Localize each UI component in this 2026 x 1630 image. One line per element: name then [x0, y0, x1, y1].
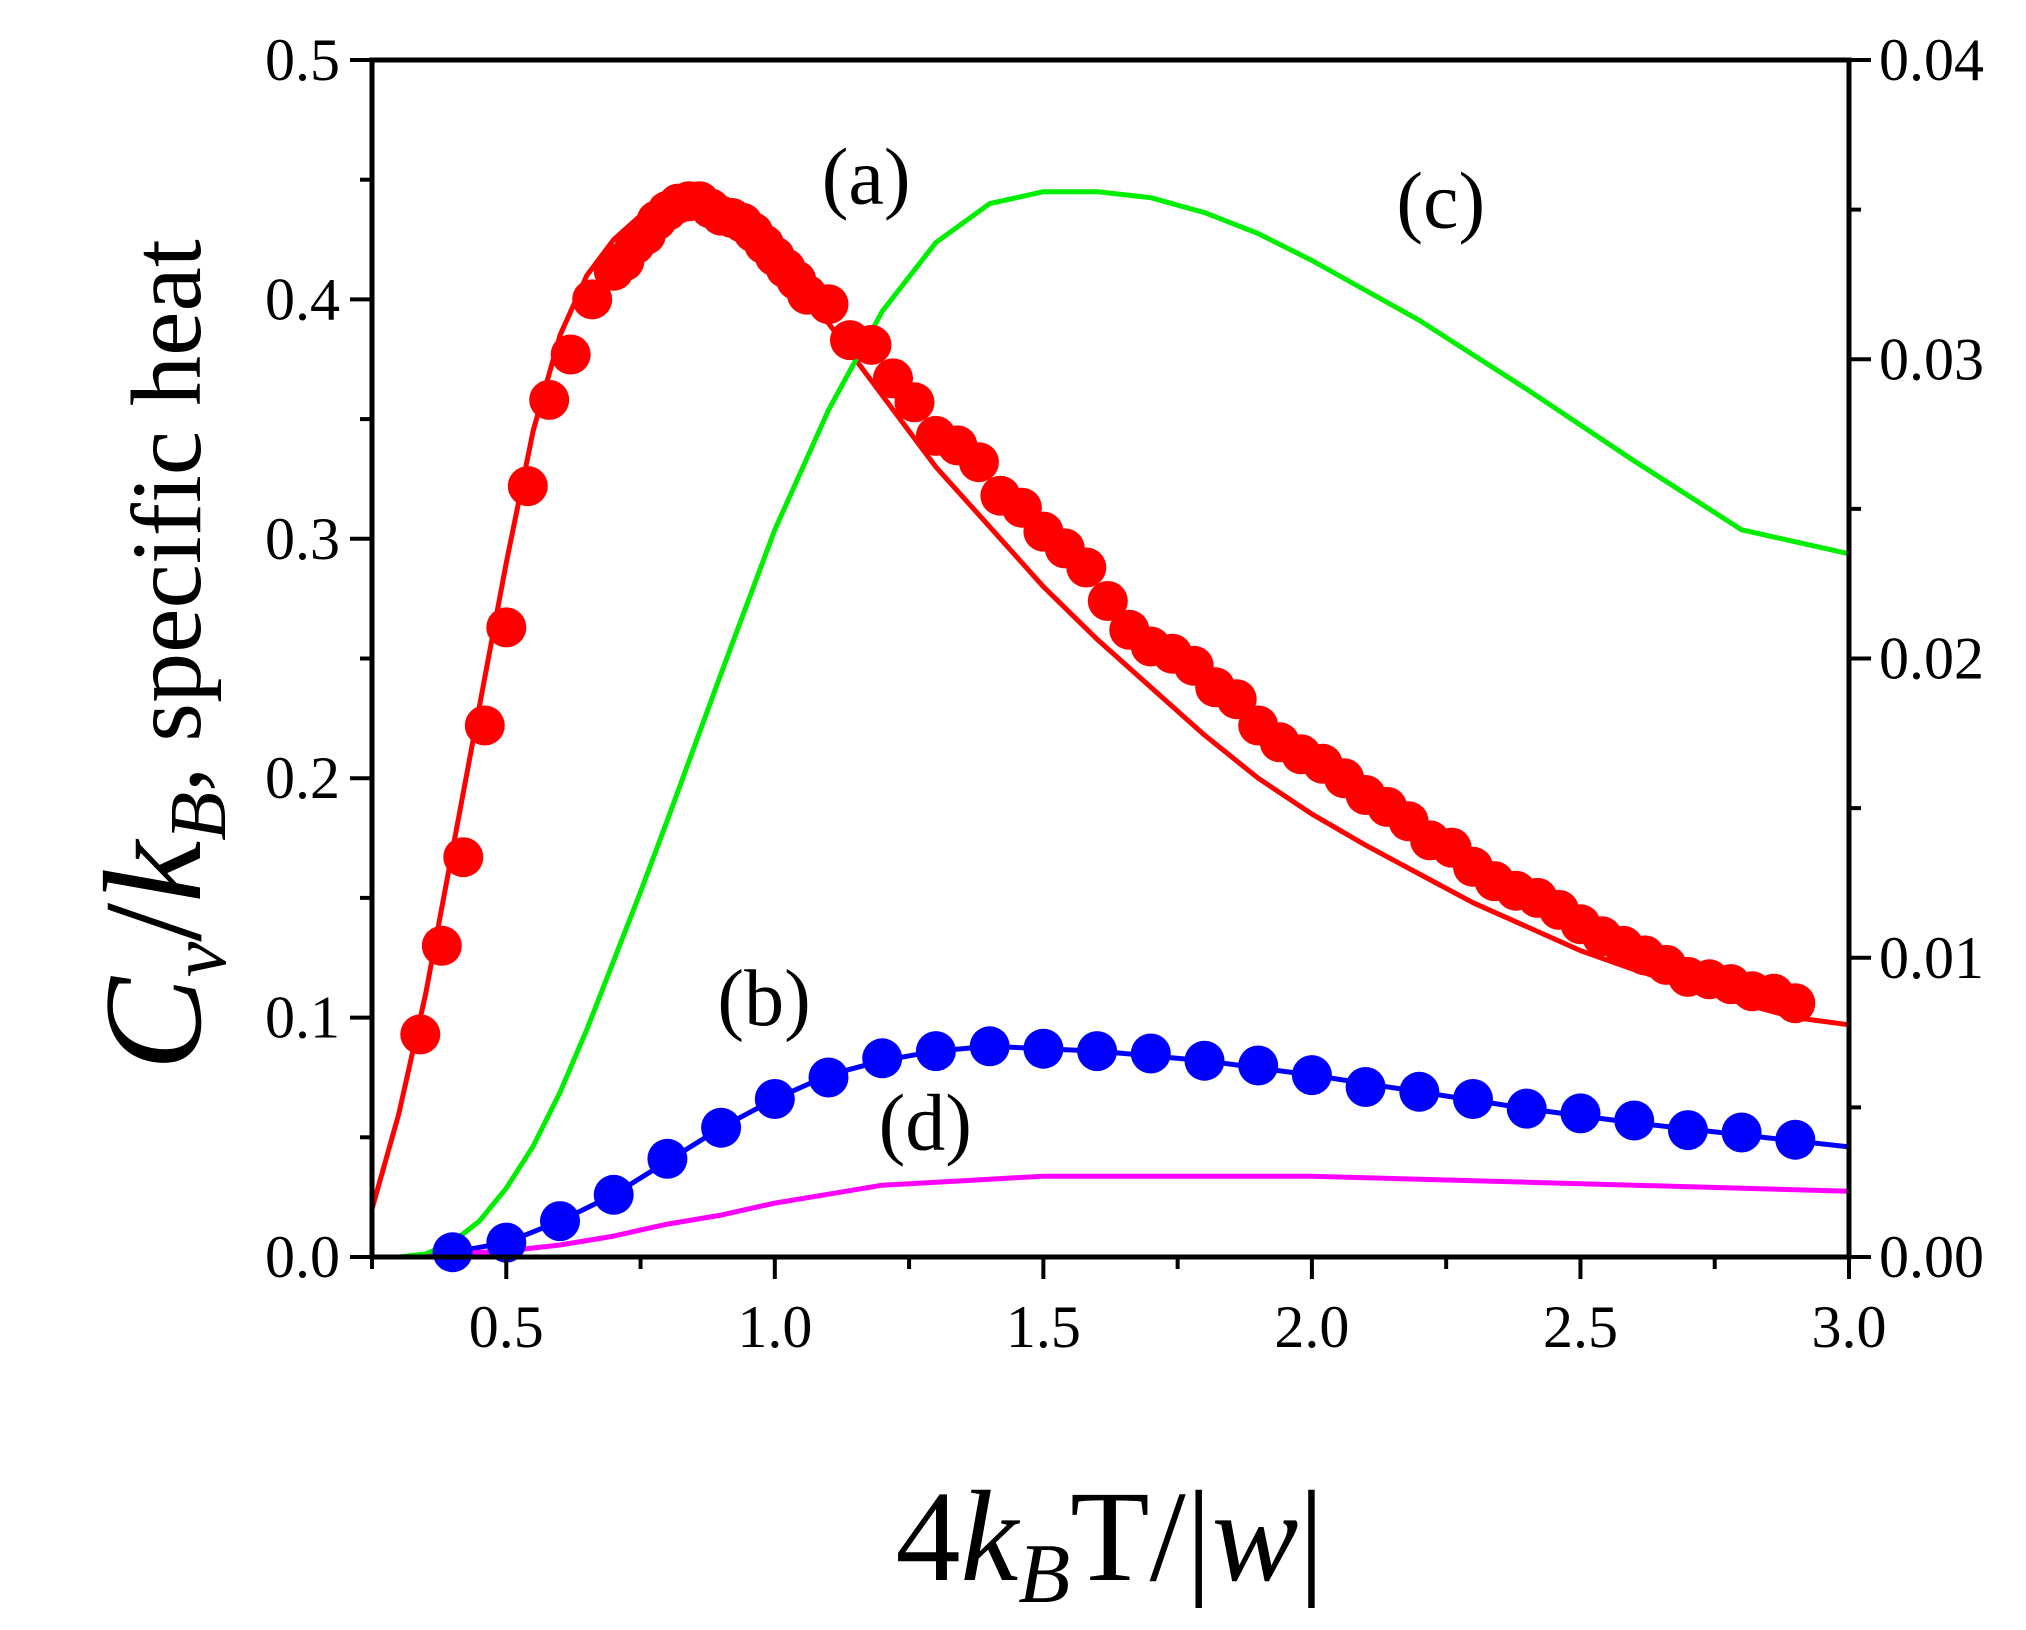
data-point-apoints: [421, 925, 462, 966]
data-point-apoints: [486, 607, 527, 648]
x-title-k: k: [961, 1465, 1021, 1609]
data-point-apoints: [894, 382, 935, 423]
data-point-apoints: [1066, 547, 1107, 588]
data-point-bpoints: [969, 1026, 1010, 1067]
x-tick-label: 1.5: [1006, 1294, 1081, 1360]
data-point-apoints: [400, 1014, 441, 1055]
x-title-prefix: 4: [896, 1465, 961, 1609]
y-right-tick-label: 0.03: [1879, 326, 1984, 392]
data-point-bpoints: [1023, 1028, 1064, 1069]
data-point-bpoints: [432, 1232, 473, 1273]
y-axis-title: Cv/kB, specific heat: [76, 239, 243, 1071]
y-right-tick-label: 0.02: [1879, 626, 1984, 692]
curve-annotations-layer: (a) (c) (b) (d): [717, 134, 1485, 1168]
curve-label-b: (b): [717, 955, 810, 1043]
data-point-bpoints: [486, 1222, 527, 1263]
data-point-apoints: [443, 837, 484, 878]
y-title-sub-v: v: [155, 941, 243, 977]
series-line-c: [372, 189, 1850, 1260]
x-title-rest: T/|: [1070, 1465, 1212, 1609]
y-right-tick-label: 0.00: [1879, 1224, 1984, 1290]
x-title-close: |: [1298, 1465, 1324, 1609]
x-tick-label: 0.5: [469, 1294, 544, 1360]
data-point-bpoints: [540, 1201, 580, 1242]
data-point-bpoints: [1399, 1071, 1440, 1112]
tick-labels-layer: 0.5 1.0 1.5 2.0 2.5 3.0 0.0 0.1 0.2 0.3 0.4 0.5 0.00…: [265, 27, 1984, 1360]
data-point-bpoints: [754, 1079, 795, 1119]
data-point-bpoints: [1721, 1112, 1762, 1153]
y-title-C: C: [76, 976, 231, 1071]
data-point-bpoints: [1291, 1055, 1332, 1096]
data-point-apoints: [572, 279, 613, 320]
curve-label-d: (d): [879, 1079, 972, 1167]
y-right-tick-label: 0.01: [1879, 925, 1984, 991]
data-point-bpoints: [1614, 1100, 1655, 1141]
y-title-k: k: [76, 838, 231, 903]
y-left-tick-label: 0.1: [265, 985, 340, 1051]
x-tick-label: 3.0: [1812, 1294, 1887, 1360]
data-point-apoints: [808, 284, 849, 325]
data-point-apoints: [1087, 581, 1128, 621]
data-point-bpoints: [647, 1138, 688, 1179]
data-point-bpoints: [1667, 1110, 1708, 1151]
series-line-d: [372, 1173, 1850, 1260]
data-point-bpoints: [1238, 1045, 1279, 1086]
data-point-bpoints: [1130, 1033, 1171, 1074]
y-title-sub-B: B: [155, 792, 243, 841]
y-left-tick-label: 0.0: [265, 1224, 340, 1290]
data-point-apoints: [851, 324, 892, 365]
y-title-suffix: , specific heat: [111, 239, 222, 792]
y-left-tick-label: 0.5: [265, 27, 340, 93]
x-tick-label: 1.0: [737, 1294, 812, 1360]
curve-label-a: (a): [822, 134, 911, 222]
curve-label-c: (c): [1396, 158, 1485, 246]
curves-layer: [369, 189, 1850, 1260]
x-tick-label: 2.5: [1543, 1294, 1618, 1360]
data-point-apoints: [550, 334, 591, 375]
y-left-tick-label: 0.4: [265, 266, 340, 332]
x-title-sub-B: B: [1018, 1527, 1070, 1621]
y-title-slash: /: [76, 903, 231, 942]
x-tick-label: 2.0: [1274, 1294, 1349, 1360]
data-point-bpoints: [701, 1107, 742, 1148]
data-point-bpoints: [1453, 1079, 1493, 1119]
data-point-bpoints: [1345, 1067, 1386, 1107]
y-left-tick-label: 0.3: [265, 506, 340, 572]
data-point-bpoints: [808, 1057, 849, 1098]
data-point-bpoints: [862, 1038, 903, 1079]
data-point-bpoints: [1077, 1031, 1118, 1072]
x-title-w: w: [1212, 1465, 1299, 1609]
data-point-bpoints: [1560, 1093, 1601, 1134]
data-point-bpoints: [915, 1031, 956, 1072]
data-point-apoints: [958, 442, 999, 483]
data-point-apoints: [529, 379, 570, 420]
ticks-layer: [350, 58, 1871, 1279]
data-point-bpoints: [1506, 1088, 1547, 1129]
data-point-apoints: [507, 466, 548, 507]
data-point-apoints: [464, 705, 505, 746]
series-line-bline: [372, 1043, 1850, 1260]
x-axis-title: 4kBT/|w|: [896, 1465, 1325, 1621]
data-point-bpoints: [1775, 1119, 1816, 1160]
y-right-tick-label: 0.04: [1879, 27, 1984, 93]
y-left-tick-label: 0.2: [265, 745, 340, 811]
data-point-bpoints: [1184, 1040, 1225, 1081]
markers-layer: [400, 181, 1816, 1273]
series-line-aline: [369, 201, 1850, 1210]
plot-frame: [369, 57, 1852, 1260]
data-point-apoints: [1775, 983, 1816, 1024]
data-point-bpoints: [593, 1174, 634, 1215]
